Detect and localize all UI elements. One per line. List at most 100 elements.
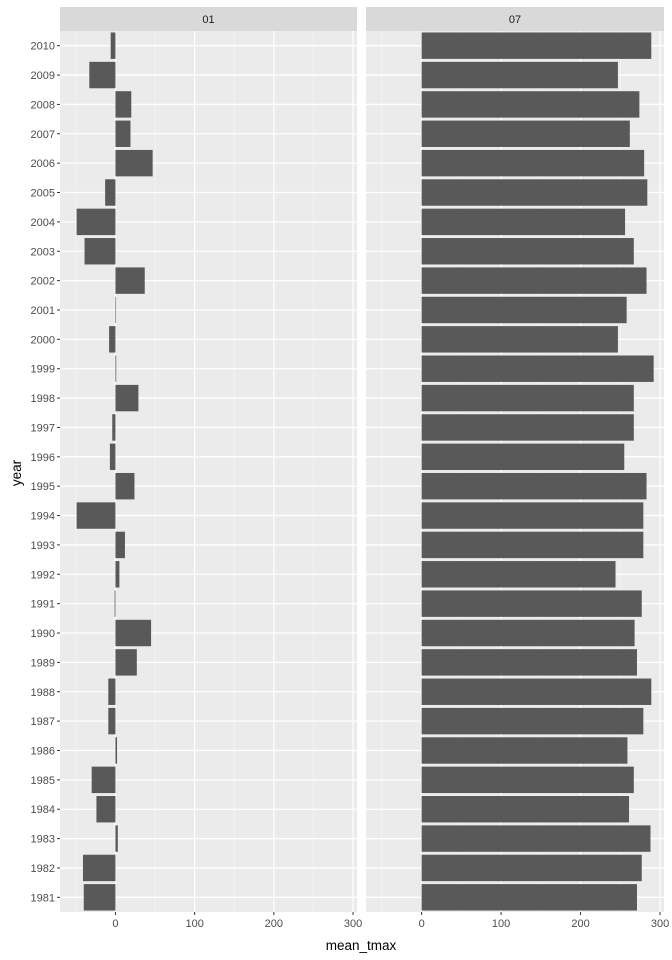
bar-07-1986 <box>421 737 628 764</box>
y-axis: 1981 1982 1983 1984 1985 1986 1987 1988 1989 1990… <box>31 41 60 904</box>
bar-07-2007 <box>421 120 630 147</box>
bar-07-1997 <box>421 414 634 441</box>
bar-01-1986 <box>115 737 118 764</box>
bar-01-1996 <box>109 443 116 471</box>
facet-strip-background <box>366 7 664 31</box>
y-tick-label: 1993 <box>31 540 55 552</box>
bar-07-1983 <box>421 825 651 852</box>
y-tick-label: 2009 <box>31 70 55 82</box>
y-tick-label: 2003 <box>31 246 55 258</box>
bar-01-2001 <box>115 296 117 324</box>
bar-01-1999 <box>115 355 117 382</box>
y-tick-label: 1991 <box>31 599 55 611</box>
bar-07-2000 <box>421 326 618 353</box>
y-tick-label: 1997 <box>31 422 55 434</box>
y-tick-label: 1990 <box>31 628 55 640</box>
bar-07-1999 <box>421 355 654 382</box>
bar-07-1981 <box>421 884 637 911</box>
y-tick-label: 1987 <box>31 716 55 728</box>
bar-01-1984 <box>96 796 116 823</box>
bar-01-1988 <box>108 678 116 705</box>
bar-07-1984 <box>421 796 630 823</box>
bar-01-1994 <box>76 502 116 529</box>
bar-07-2010 <box>421 32 652 59</box>
y-tick-label: 1999 <box>31 364 55 376</box>
x-tick-label: 100 <box>185 918 203 930</box>
bar-01-2004 <box>76 208 116 236</box>
bar-07-2003 <box>421 238 634 265</box>
facet-panels-layer: 01 0 100 200 300 07 0 100 200 300 <box>60 7 669 930</box>
bar-07-2008 <box>421 91 640 118</box>
bar-07-1985 <box>421 766 634 794</box>
facet-strip-label: 07 <box>509 14 521 26</box>
y-tick-label: 2007 <box>31 129 55 141</box>
facet-panel-01: 01 0 100 200 300 <box>60 7 362 930</box>
y-axis-title: year <box>9 459 24 486</box>
bar-01-1983 <box>115 825 118 852</box>
bar-01-2000 <box>109 326 116 353</box>
bar-01-1993 <box>115 531 125 559</box>
y-tick-label: 2010 <box>31 41 55 53</box>
bar-01-1981 <box>83 884 116 911</box>
x-tick-label: 0 <box>112 918 118 930</box>
bar-07-2006 <box>421 149 645 177</box>
y-tick-label: 1985 <box>31 775 55 787</box>
facet-strip-background <box>60 7 357 31</box>
y-tick-label: 1982 <box>31 863 55 875</box>
bar-07-1988 <box>421 678 652 705</box>
bar-07-1982 <box>421 854 642 882</box>
bar-07-1989 <box>421 649 637 676</box>
y-tick-label: 2000 <box>31 334 55 346</box>
bar-07-1995 <box>421 472 647 500</box>
bar-07-2005 <box>421 179 648 206</box>
bar-07-1990 <box>421 619 635 647</box>
x-tick-label: 200 <box>265 918 283 930</box>
x-tick-label: 300 <box>651 918 669 930</box>
bar-07-1991 <box>421 590 642 617</box>
bar-01-2008 <box>115 91 132 118</box>
y-tick-label: 2001 <box>31 305 55 317</box>
bar-01-1992 <box>115 561 120 588</box>
y-tick-label: 1998 <box>31 393 55 405</box>
panel-background <box>366 31 664 912</box>
y-tick-label: 1981 <box>31 892 55 904</box>
y-tick-label: 2005 <box>31 188 55 200</box>
bar-01-2002 <box>115 267 145 294</box>
panel-background <box>60 31 357 912</box>
bar-01-1989 <box>115 649 137 676</box>
bar-01-1998 <box>115 384 139 412</box>
y-tick-label: 1994 <box>31 511 55 523</box>
y-tick-label: 1986 <box>31 745 55 757</box>
x-tick-label: 0 <box>419 918 425 930</box>
y-tick-label: 2004 <box>31 217 55 229</box>
y-tick-label: 1995 <box>31 481 55 493</box>
bar-07-2002 <box>421 267 647 294</box>
y-tick-label: 2006 <box>31 158 55 170</box>
facet-strip-label: 01 <box>202 14 214 26</box>
bar-01-2010 <box>110 32 116 59</box>
x-tick-label: 100 <box>492 918 510 930</box>
bar-01-2006 <box>115 149 153 177</box>
y-tick-label: 1992 <box>31 569 55 581</box>
bar-07-2004 <box>421 208 626 236</box>
bar-01-1982 <box>82 854 116 882</box>
facet-panel-07: 07 0 100 200 300 <box>366 7 669 930</box>
y-tick-label: 2008 <box>31 99 55 111</box>
y-tick-label: 1989 <box>31 657 55 669</box>
bar-01-1997 <box>112 414 116 441</box>
y-tick-label: 1984 <box>31 804 55 816</box>
bar-01-1995 <box>115 472 135 500</box>
bar-01-1987 <box>108 707 116 735</box>
y-tick-label: 1996 <box>31 452 55 464</box>
bar-01-2009 <box>89 61 116 89</box>
x-tick-label: 300 <box>344 918 362 930</box>
y-tick-label: 1988 <box>31 687 55 699</box>
bar-01-1990 <box>115 619 152 647</box>
bar-07-1992 <box>421 561 616 588</box>
bar-07-2001 <box>421 296 627 324</box>
x-axis-title: mean_tmax <box>326 938 397 953</box>
bar-07-1996 <box>421 443 625 471</box>
bar-07-1998 <box>421 384 634 412</box>
x-tick-label: 200 <box>571 918 589 930</box>
